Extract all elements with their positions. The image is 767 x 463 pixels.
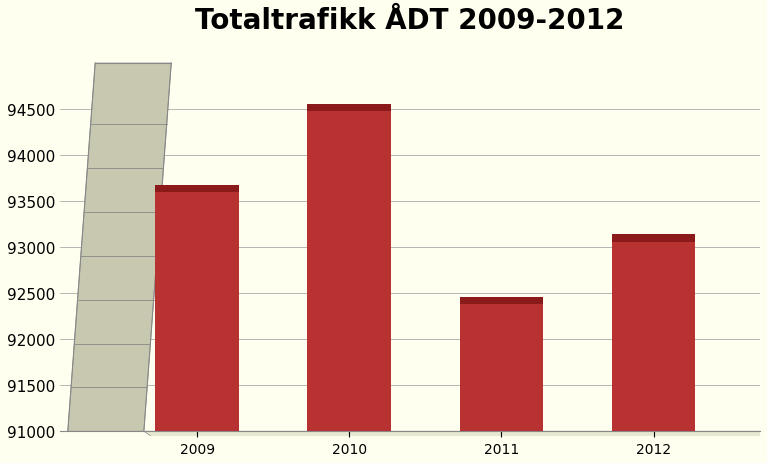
Polygon shape <box>67 64 171 432</box>
Bar <box>155 193 239 432</box>
Title: Totaltrafikk ÅDT 2009-2012: Totaltrafikk ÅDT 2009-2012 <box>196 7 625 35</box>
Bar <box>459 305 543 432</box>
Bar <box>308 112 391 432</box>
Polygon shape <box>612 235 696 242</box>
Polygon shape <box>459 297 543 305</box>
Polygon shape <box>144 432 767 450</box>
Polygon shape <box>155 185 239 193</box>
Bar <box>612 242 696 432</box>
Polygon shape <box>308 104 391 112</box>
